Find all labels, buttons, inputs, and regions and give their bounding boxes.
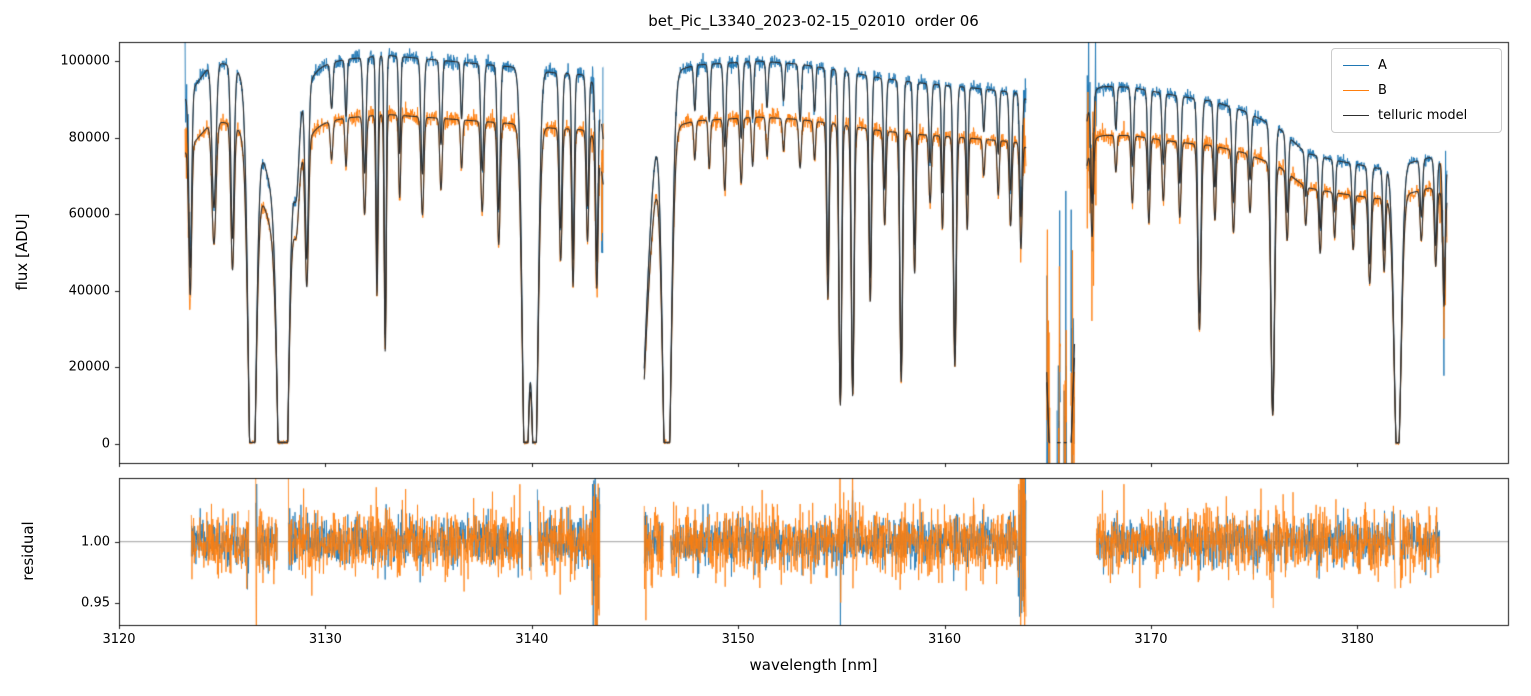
residual-y-tick-label: 0.95 [81, 595, 110, 611]
legend-item-a: A [1343, 58, 1490, 73]
legend-line-swatch-a [1343, 65, 1369, 66]
residual-y-axis-label: residual [19, 521, 37, 581]
legend-item-telluric-model: telluric model [1343, 108, 1490, 123]
legend-line-swatch-b [1343, 90, 1369, 91]
flux-y-tick-label: 100000 [60, 53, 110, 69]
legend-line-swatch-telluric-model [1343, 115, 1369, 116]
x-tick-label: 3150 [721, 632, 755, 647]
x-axis-label: wavelength [nm] [749, 656, 878, 674]
x-tick-label: 3160 [928, 632, 962, 647]
flux-y-tick-label: 20000 [68, 359, 110, 375]
x-tick-label: 3120 [102, 632, 136, 647]
legend-label-b: B [1378, 83, 1387, 98]
x-tick-label: 3170 [1134, 632, 1168, 647]
flux-y-tick-label: 40000 [68, 283, 110, 299]
x-tick-label: 3130 [308, 632, 342, 647]
flux-y-tick-label: 0 [101, 436, 110, 452]
flux-y-tick-label: 80000 [68, 130, 110, 146]
x-tick-label: 3180 [1340, 632, 1374, 647]
legend-item-b: B [1343, 83, 1490, 98]
flux-y-axis-label: flux [ADU] [13, 213, 31, 291]
legend-label-telluric-model: telluric model [1378, 108, 1468, 123]
legend: A B telluric model [1331, 48, 1502, 133]
residual-y-tick-label: 1.00 [81, 534, 110, 550]
legend-label-a: A [1378, 58, 1387, 73]
x-tick-label: 3140 [515, 632, 549, 647]
flux-y-tick-label: 60000 [68, 206, 110, 222]
chart-title: bet_Pic_L3340_2023-02-15_02010 order 06 [648, 12, 979, 30]
